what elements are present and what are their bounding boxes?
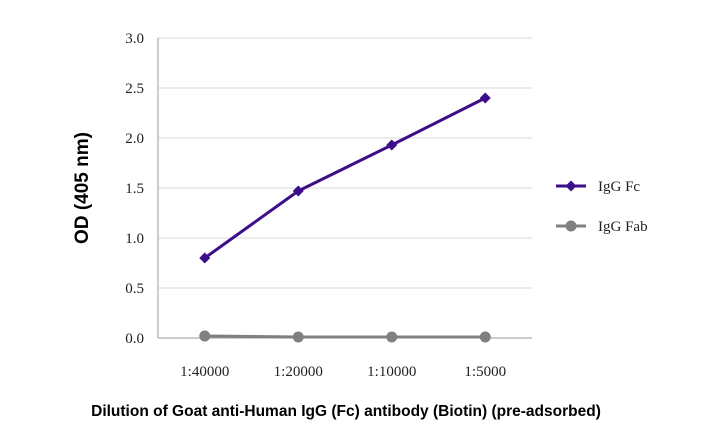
legend-item: IgG Fab <box>556 219 648 235</box>
legend-label: IgG Fab <box>598 219 648 235</box>
y-tick-labels: 0.0 0.5 1.0 1.5 2.0 2.5 3.0 <box>125 31 144 347</box>
data-point <box>199 330 211 342</box>
data-point <box>479 331 491 343</box>
data-point <box>199 252 211 264</box>
legend: IgG Fc IgG Fab <box>556 179 648 235</box>
y-tick-label: 2.0 <box>125 131 144 147</box>
x-tick-label: 1:20000 <box>274 364 323 380</box>
y-tick-label: 0.0 <box>125 331 144 347</box>
series <box>199 92 491 343</box>
y-axis-title: OD (405 nm) <box>72 132 93 244</box>
y-tick-label: 3.0 <box>125 31 144 47</box>
x-tick-label: 1:40000 <box>180 364 229 380</box>
y-tick-label: 0.5 <box>125 281 144 297</box>
data-point <box>386 331 398 343</box>
legend-item: IgG Fc <box>556 179 640 195</box>
series-igg-fc <box>199 92 491 264</box>
data-point <box>292 185 304 197</box>
y-tick-label: 2.5 <box>125 81 144 97</box>
y-tick-label: 1.0 <box>125 231 144 247</box>
y-tick-label: 1.5 <box>125 181 144 197</box>
legend-swatch-marker <box>565 180 577 192</box>
data-point <box>292 331 304 343</box>
series-igg-fab <box>199 330 491 343</box>
x-tick-label: 1:10000 <box>367 364 416 380</box>
series-line <box>203 96 486 260</box>
series-line <box>204 334 486 339</box>
data-point <box>386 139 398 151</box>
gridlines <box>158 37 532 289</box>
x-tick-labels: 1:40000 1:20000 1:10000 1:5000 <box>180 364 506 380</box>
data-point <box>479 92 491 104</box>
legend-swatch-marker <box>565 220 577 232</box>
x-tick-label: 1:5000 <box>464 364 506 380</box>
x-axis-title: Dilution of Goat anti-Human IgG (Fc) ant… <box>91 403 601 420</box>
legend-label: IgG Fc <box>598 179 640 195</box>
